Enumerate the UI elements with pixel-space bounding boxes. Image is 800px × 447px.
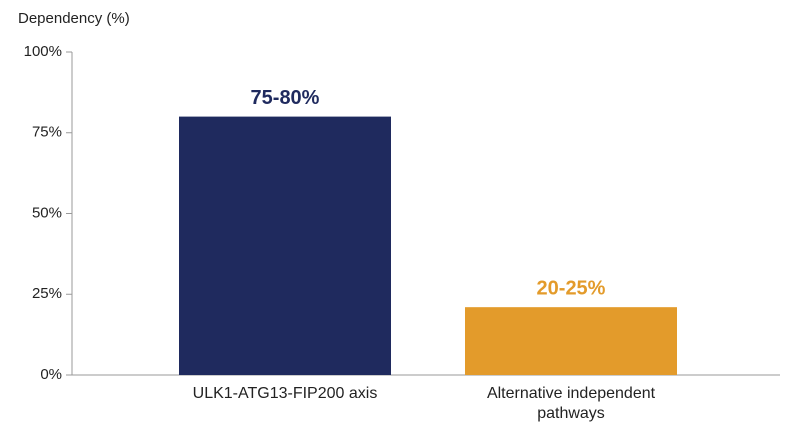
x-tick-label: Alternative independent pathways	[486, 385, 656, 422]
y-axis-label: Dependency (%)	[18, 10, 130, 27]
y-tick-label: 0%	[40, 366, 62, 383]
y-tick-label: 25%	[32, 285, 62, 302]
bar	[465, 307, 677, 375]
bar	[179, 116, 391, 375]
y-tick-label: 75%	[32, 124, 62, 141]
x-tick-label: ULK1-ATG13-FIP200 axis	[192, 385, 378, 402]
y-tick-label: 50%	[32, 204, 62, 221]
value-label: 75-80%	[251, 87, 320, 109]
y-tick-label: 100%	[24, 43, 62, 60]
value-label: 20-25%	[537, 277, 606, 299]
